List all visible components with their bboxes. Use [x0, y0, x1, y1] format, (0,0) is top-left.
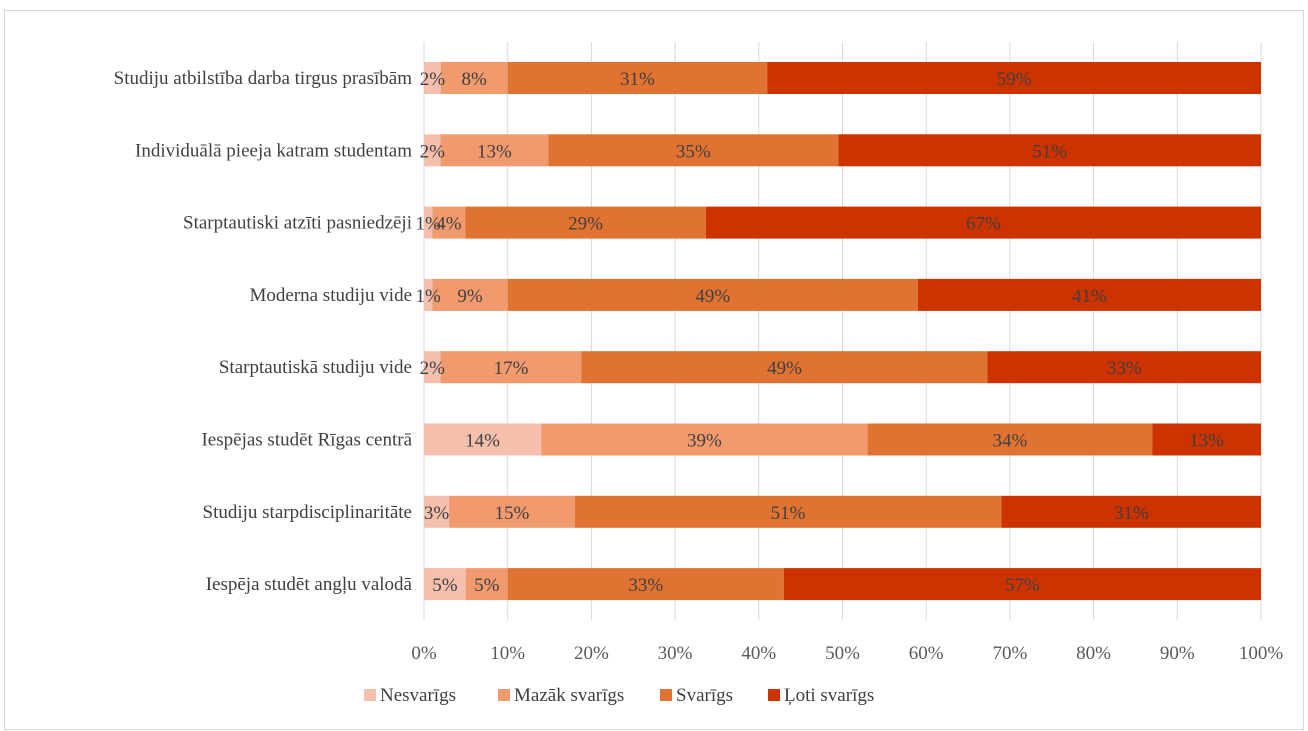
bar-segment [424, 206, 433, 239]
category-label: Moderna studiju vide [249, 285, 412, 306]
bar-segment [424, 351, 441, 384]
data-label: 31% [620, 69, 655, 90]
x-tick-label: 40% [741, 643, 776, 664]
data-label: 13% [1189, 431, 1224, 452]
bar-segment [838, 134, 1261, 167]
data-label: 5% [474, 575, 500, 596]
gridlines [423, 42, 1262, 620]
x-tick-label: 0% [411, 643, 437, 664]
data-label: 5% [432, 575, 458, 596]
x-tick-label: 20% [574, 643, 609, 664]
data-label: 51% [1032, 141, 1067, 162]
data-label: 41% [1072, 286, 1107, 307]
bar-segment [867, 423, 1153, 456]
x-tick-label: 10% [490, 643, 525, 664]
bar-segment [465, 568, 508, 601]
data-label: 67% [966, 214, 1001, 235]
bar-segment [705, 206, 1261, 239]
x-tick-label: 50% [825, 643, 860, 664]
legend-swatch [768, 689, 780, 701]
bar-segment [465, 206, 706, 239]
x-tick-label: 60% [909, 643, 944, 664]
category-label: Individuālā pieeja katram studentam [135, 140, 412, 161]
bar-segment [424, 134, 441, 167]
data-label: 8% [462, 69, 488, 90]
data-label: 13% [477, 141, 512, 162]
category-label: Iespējas studēt Rīgas centrā [201, 430, 412, 451]
bar-segment [767, 62, 1261, 94]
data-label: 57% [1005, 575, 1040, 596]
data-label: 14% [465, 431, 500, 452]
category-label: Studiju starpdisciplinaritāte [203, 502, 413, 523]
bar-segment [507, 62, 768, 94]
legend-label: Nesvarīgs [380, 685, 456, 706]
bar-segment [1152, 423, 1261, 456]
data-label: 1% [415, 214, 441, 235]
data-label: 35% [676, 141, 711, 162]
bar-segment [424, 62, 441, 94]
legend-label: Svarīgs [676, 685, 733, 706]
bar-segment [783, 568, 1261, 601]
data-label: 33% [1107, 358, 1142, 379]
data-label: 31% [1114, 503, 1149, 524]
legend-swatch [364, 689, 376, 701]
legend-swatch [660, 689, 672, 701]
data-label: 3% [424, 503, 450, 524]
bar-segment [917, 278, 1261, 311]
data-label: 51% [771, 503, 806, 524]
legend-label: Mazāk svarīgs [514, 685, 624, 706]
bar-segment [432, 278, 508, 311]
bars [424, 62, 1261, 601]
data-label: 1% [416, 286, 442, 307]
data-label: 9% [457, 286, 483, 307]
bar-segment [581, 351, 988, 384]
data-label: 59% [997, 69, 1032, 90]
bar-segment [1001, 495, 1261, 528]
x-tick-label: 30% [658, 643, 693, 664]
bar-segment [440, 351, 582, 384]
data-label: 2% [420, 358, 446, 379]
bar-segment [440, 134, 549, 167]
x-tick-label: 70% [992, 643, 1027, 664]
bar-segment [424, 495, 450, 528]
bar-segment [424, 278, 433, 311]
data-labels: 2% 8% 31% 59%2% 13% 35% 51%1%4% 29% 67%1% 9% 49% 41… [415, 69, 1224, 596]
data-label: 33% [628, 575, 663, 596]
category-label: Studiju atbilstība darba tirgus prasībām [114, 68, 413, 89]
bar-segment [424, 423, 542, 456]
legend: Nesvarīgs Mazāk svarīgs Svarīgs Ļoti svarīg… [364, 685, 874, 706]
bar-segment [548, 134, 839, 167]
data-label: 2% [420, 69, 446, 90]
category-label: Starptautiski atzīti pasniedzēji [183, 213, 412, 234]
bar-segment [432, 206, 466, 239]
bar-segment [574, 495, 1002, 528]
bar-segment [507, 278, 918, 311]
data-label: 34% [992, 431, 1027, 452]
data-label: 39% [687, 431, 722, 452]
x-axis-ticks: 0% 10% 20% 30% 40% 50% 60% 70% 80% 90% 100% [411, 643, 1283, 664]
x-tick-label: 80% [1076, 643, 1111, 664]
category-labels: Studiju atbilstība darba tirgus prasībām… [114, 68, 413, 595]
bar-segment [440, 62, 508, 94]
bar-segment [424, 568, 466, 601]
data-label: 49% [767, 358, 802, 379]
category-label: Iespēja studēt angļu valodā [206, 574, 413, 595]
data-label: 49% [695, 286, 730, 307]
data-label: 29% [568, 214, 603, 235]
x-tick-label: 90% [1160, 643, 1195, 664]
data-label: 17% [494, 358, 529, 379]
data-label: 2% [420, 141, 446, 162]
category-label: Starptautiskā studiju vide [219, 357, 412, 378]
bar-segment [987, 351, 1261, 384]
x-tick-label: 100% [1239, 643, 1284, 664]
data-label: 4% [436, 214, 462, 235]
legend-label: Ļoti svarīgs [784, 685, 874, 706]
data-label: 15% [494, 503, 529, 524]
bar-segment [541, 423, 868, 456]
legend-swatch [498, 689, 510, 701]
bar-segment [449, 495, 575, 528]
bar-segment [507, 568, 784, 601]
